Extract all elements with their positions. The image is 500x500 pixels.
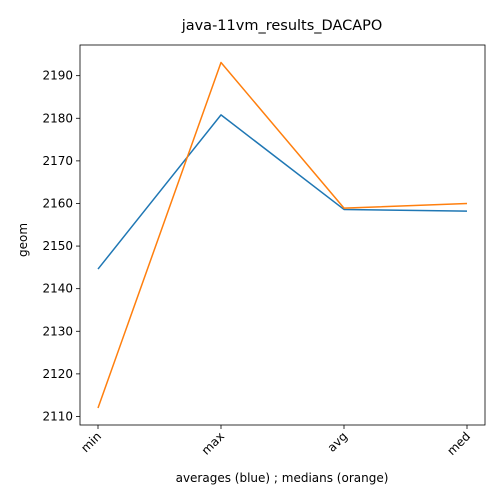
y-tick-label: 2120: [42, 367, 73, 381]
y-tick-label: 2110: [42, 409, 73, 423]
y-axis-label: geom: [16, 223, 30, 257]
chart-title: java-11vm_results_DACAPO: [181, 18, 383, 34]
axes-frame: [79, 44, 486, 426]
y-tick-label: 2160: [42, 196, 73, 210]
x-axis-label: averages (blue) ; medians (orange): [176, 471, 389, 485]
y-tick-label: 2150: [42, 239, 73, 253]
y-tick-label: 2180: [42, 111, 73, 125]
y-tick-label: 2190: [42, 69, 73, 83]
y-tick-label: 2140: [42, 282, 73, 296]
series-line-0: [97, 114, 468, 270]
y-tick-label: 2170: [42, 154, 73, 168]
series-line-1: [97, 61, 468, 409]
y-tick-label: 2130: [42, 324, 73, 338]
